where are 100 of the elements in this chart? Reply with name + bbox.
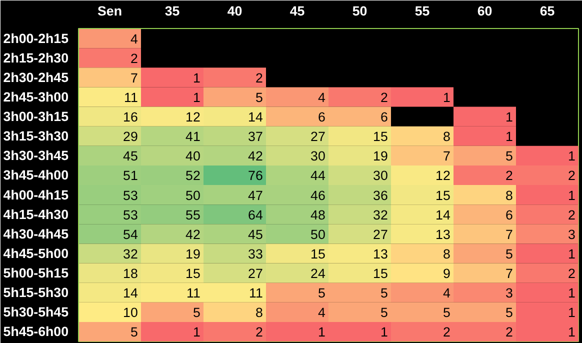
data-label: 27 [310,129,326,144]
y-tick-label: 2h00-2h15 [3,30,70,46]
x-tick-label: 65 [540,4,556,18]
data-label: 51 [123,168,138,184]
data-label: 7 [130,70,138,86]
data-label: 40 [186,148,200,164]
data-label: 1 [568,324,576,340]
data-label: 15 [310,246,326,262]
y-tick-label: 3h30-3h45 [3,148,70,164]
data-label: 7 [442,148,450,164]
data-label: 1 [505,110,513,125]
data-label: 1 [192,90,200,105]
x-tick-label: Sen [98,4,122,18]
data-label: 53 [123,188,138,203]
data-label: 5 [192,305,200,320]
data-label: 29 [123,129,138,144]
y-tick-label: 5h15-5h30 [3,285,69,300]
data-label: 11 [124,90,138,105]
data-label: 11 [186,286,200,301]
y-tick-label: 5h00-5h15 [3,266,70,281]
data-label: 1 [442,90,450,105]
data-label: 53 [123,207,138,222]
data-label: 10 [123,305,138,320]
data-label: 4 [318,90,326,105]
data-label: 6 [318,110,326,125]
data-label: 76 [248,168,263,184]
data-label: 3 [568,226,576,242]
data-label: 45 [123,148,138,164]
data-label: 2 [505,324,513,340]
data-label: 5 [505,246,513,262]
data-label: 32 [373,207,388,222]
data-label: 19 [373,148,388,164]
data-label: 4 [130,31,138,46]
data-label: 41 [186,129,200,144]
data-label: 4 [318,305,326,320]
data-label: 7 [505,266,513,282]
data-label: 18 [123,266,138,282]
y-tick-label: 2h45-3h00 [3,89,69,104]
data-label: 5 [380,286,388,301]
y-tick-label: 2h30-2h45 [3,70,70,85]
y-tick-label: 3h15-3h30 [3,128,69,144]
y-tick-label: 4h30-4h45 [3,226,70,242]
data-label: 55 [186,207,200,222]
data-label: 5 [380,305,388,320]
data-label: 11 [249,286,263,301]
data-label: 1 [192,70,200,86]
y-tick-label: 3h00-3h15 [3,109,70,124]
data-label: 47 [248,188,263,203]
y-tick-label: 5h45-6h00 [3,324,69,340]
data-label: 30 [310,148,326,164]
data-label: 50 [310,226,326,242]
data-label: 2 [442,324,450,340]
data-label: 5 [130,324,138,340]
y-tick-label: 3h45-4h00 [3,168,69,183]
data-label: 8 [442,246,450,262]
data-label: 45 [248,226,263,242]
data-label: 30 [373,168,388,184]
data-label: 13 [436,226,450,242]
data-label: 48 [310,207,326,222]
y-tick-label: 4h45-5h00 [3,246,69,261]
data-label: 24 [310,266,326,282]
x-tick-label: 35 [164,4,180,18]
data-label: 6 [380,110,388,125]
data-label: 33 [248,246,263,262]
data-label: 5 [318,286,326,301]
data-label: 7 [505,226,513,242]
data-label: 1 [192,324,200,340]
data-label: 1 [568,148,576,164]
y-tick-label: 5h30-5h45 [3,304,70,320]
data-label: 6 [505,207,513,222]
data-label: 64 [248,207,264,222]
data-label: 32 [123,246,138,262]
data-label: 15 [373,129,388,144]
data-label: 2 [130,50,138,66]
data-label: 5 [442,305,450,320]
x-tick-label: 45 [290,4,306,18]
data-label: 8 [442,129,450,144]
y-tick-label: 2h15-2h30 [3,50,69,66]
data-label: 14 [436,207,451,222]
data-label: 2 [568,168,576,184]
data-label: 1 [568,305,576,320]
x-tick-label: 50 [352,4,368,18]
data-label: 8 [255,305,263,320]
data-label: 1 [568,188,576,203]
data-label: 44 [310,168,326,184]
data-label: 1 [318,324,326,340]
data-label: 15 [186,266,200,282]
data-label: 2 [568,266,576,282]
x-tick-label: 40 [227,4,242,18]
data-label: 5 [255,90,263,105]
data-label: 42 [248,148,263,164]
data-label: 15 [373,266,388,282]
x-tick-label: 60 [477,4,492,18]
data-label: 1 [568,246,576,262]
data-label: 54 [123,226,138,242]
y-tick-label: 4h00-4h15 [3,187,70,202]
data-label: 50 [186,188,200,203]
data-label: 15 [436,188,450,203]
data-label: 8 [505,188,513,203]
data-label: 27 [248,266,263,282]
